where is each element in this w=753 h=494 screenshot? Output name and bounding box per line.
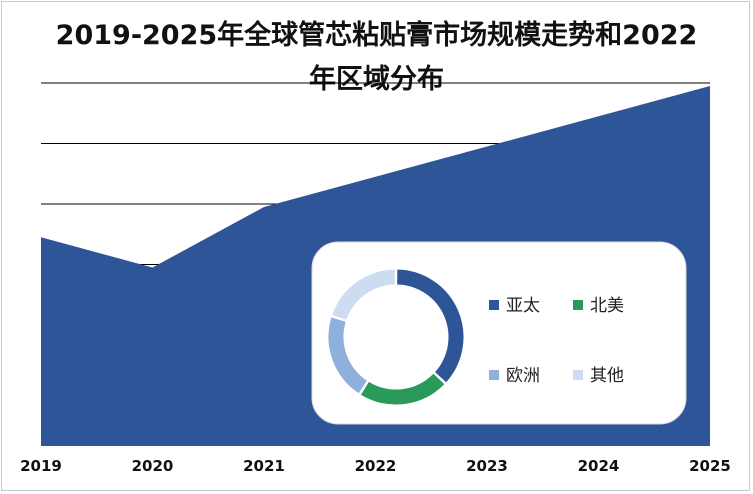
legend-label: 北美 <box>590 296 624 316</box>
donut-slice <box>330 268 396 321</box>
legend-label: 亚太 <box>506 296 540 316</box>
x-tick-label: 2023 <box>466 457 508 475</box>
chart-title: 2019-2025年全球管芯粘贴膏市场规模走势和2022 年区域分布 <box>0 14 753 102</box>
title-line-2: 年区域分布 <box>309 64 444 95</box>
title-line-1: 2019-2025年全球管芯粘贴膏市场规模走势和2022 <box>55 20 698 51</box>
legend-swatch <box>489 300 499 310</box>
x-tick-label: 2024 <box>578 457 620 475</box>
legend-label: 欧洲 <box>506 366 540 386</box>
x-tick-label: 2019 <box>20 457 62 475</box>
inset-panel <box>311 241 687 425</box>
donut-slice <box>396 268 465 384</box>
donut-chart <box>327 268 465 406</box>
x-tick-label: 2021 <box>243 457 285 475</box>
legend-swatch <box>489 370 499 380</box>
donut-slice <box>327 316 369 395</box>
donut-slice <box>359 372 446 406</box>
x-tick-label: 2022 <box>355 457 397 475</box>
x-tick-label: 2025 <box>689 457 731 475</box>
legend-swatch <box>573 300 583 310</box>
legend-swatch <box>573 370 583 380</box>
x-tick-label: 2020 <box>132 457 174 475</box>
legend-label: 其他 <box>590 366 624 386</box>
x-axis-ticks: 2019 2020 2021 2022 2023 2024 2025 <box>20 457 731 475</box>
